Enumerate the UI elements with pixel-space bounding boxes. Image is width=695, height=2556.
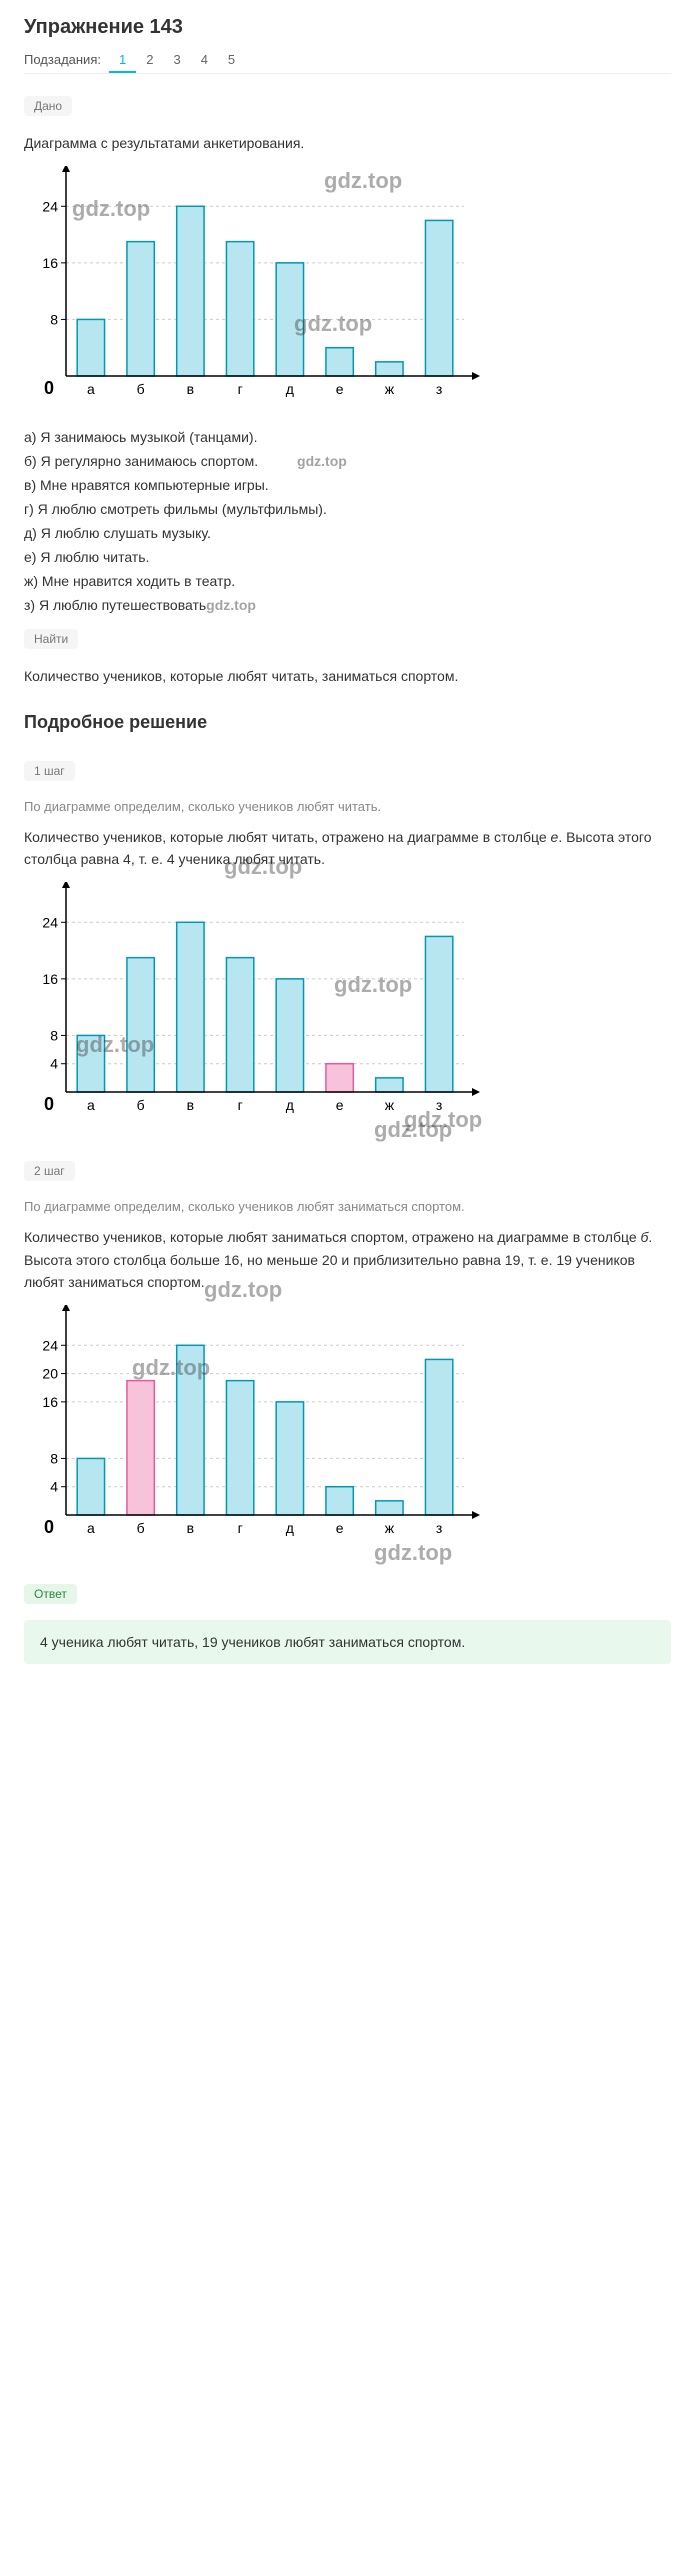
- svg-text:ж: ж: [385, 1520, 395, 1536]
- step1-v1: 4: [123, 851, 131, 867]
- chart1-wrap: 81624абвгдежз0 gdz.topgdz.topgdz.top: [24, 166, 671, 409]
- given-intro: Диаграмма с результатами анкетирования.: [24, 132, 671, 154]
- step1-p1: Количество учеников, которые любят читат…: [24, 829, 551, 845]
- option-5: е) Я люблю читать.: [24, 549, 671, 565]
- page-title: Упражнение 143: [24, 16, 671, 39]
- subtask-tab-2[interactable]: 2: [136, 48, 163, 73]
- svg-text:20: 20: [42, 1366, 58, 1382]
- svg-text:в: в: [187, 381, 194, 397]
- step1-text: Количество учеников, которые любят читат…: [24, 826, 671, 871]
- chart2: 4 8 16 24 а б в г д е ж з 0: [24, 882, 484, 1122]
- option-6: ж) Мне нравится ходить в театр.: [24, 573, 671, 589]
- svg-text:0: 0: [44, 378, 54, 398]
- step2-v1: 16: [224, 1252, 240, 1268]
- chart3-wrap: 48162024абвгдежз0 gdz.topgdz.topgdz.topg…: [24, 1305, 671, 1548]
- svg-text:0: 0: [44, 1094, 54, 1114]
- svg-text:е: е: [336, 381, 344, 397]
- svg-text:а: а: [87, 381, 95, 397]
- option-4: д) Я люблю слушать музыку.: [24, 525, 671, 541]
- svg-text:24: 24: [42, 915, 58, 931]
- step2-p3: , но меньше: [239, 1252, 322, 1268]
- svg-text:б: б: [137, 381, 145, 397]
- svg-text:4: 4: [50, 1479, 58, 1495]
- subtask-tab-1[interactable]: 1: [109, 48, 136, 73]
- watermark-inline: gdz.top: [206, 597, 256, 613]
- option-1: б) Я регулярно занимаюсь спортом. gdz.to…: [24, 453, 671, 469]
- step1-p4: ученика любят читать.: [175, 851, 325, 867]
- step2-hint: По диаграмме определим, сколько учеников…: [24, 1197, 671, 1218]
- svg-text:е: е: [336, 1520, 344, 1536]
- svg-text:ж: ж: [385, 381, 395, 397]
- svg-text:а: а: [87, 1097, 95, 1113]
- svg-text:4: 4: [50, 1056, 58, 1072]
- svg-text:з: з: [436, 381, 442, 397]
- subtask-tab-5[interactable]: 5: [218, 48, 245, 73]
- svg-text:д: д: [286, 1097, 294, 1113]
- chart3: 4 8 16 20 24 а б в г д е ж з 0: [24, 1305, 484, 1545]
- option-0: а) Я занимаюсь музыкой (танцами).: [24, 429, 671, 445]
- svg-text:24: 24: [42, 199, 58, 215]
- svg-text:а: а: [87, 1520, 95, 1536]
- svg-text:16: 16: [42, 971, 58, 987]
- svg-text:8: 8: [50, 312, 58, 328]
- option-7: з) Я люблю путешествоватьgdz.top: [24, 597, 671, 613]
- step2-v4: 19: [556, 1252, 572, 1268]
- svg-text:б: б: [137, 1097, 145, 1113]
- ans-v2: 19: [202, 1634, 218, 1650]
- given-badge: Дано: [24, 96, 72, 116]
- step2-badge: 2 шаг: [24, 1161, 75, 1181]
- step1-p3: , т. е.: [131, 851, 167, 867]
- svg-text:16: 16: [42, 1394, 58, 1410]
- step1-hint: По диаграмме определим, сколько учеников…: [24, 797, 671, 818]
- watermark-inline: gdz.top: [258, 453, 347, 469]
- answer-box: 4 ученика любят читать, 19 учеников любя…: [24, 1620, 671, 1664]
- svg-text:8: 8: [50, 1028, 58, 1044]
- svg-text:в: в: [187, 1097, 194, 1113]
- svg-text:е: е: [336, 1097, 344, 1113]
- step1-v2: 4: [167, 851, 175, 867]
- step2-text: Количество учеников, которые любят заним…: [24, 1226, 671, 1293]
- step2-p1: Количество учеников, которые любят заним…: [24, 1229, 641, 1245]
- subtask-tab-4[interactable]: 4: [191, 48, 218, 73]
- svg-text:б: б: [137, 1520, 145, 1536]
- svg-text:в: в: [187, 1520, 194, 1536]
- ans-p1: ученика любят читать,: [48, 1634, 202, 1650]
- svg-text:д: д: [286, 1520, 294, 1536]
- svg-text:г: г: [238, 1520, 243, 1536]
- subtask-tab-3[interactable]: 3: [163, 48, 190, 73]
- svg-text:8: 8: [50, 1451, 58, 1467]
- svg-text:24: 24: [42, 1338, 58, 1354]
- ans-v1: 4: [40, 1634, 48, 1650]
- svg-text:г: г: [238, 381, 243, 397]
- option-3: г) Я люблю смотреть фильмы (мультфильмы)…: [24, 501, 671, 517]
- svg-text:г: г: [238, 1097, 243, 1113]
- find-text: Количество учеников, которые любят читат…: [24, 665, 671, 687]
- step2-p5: , т. е.: [520, 1252, 556, 1268]
- svg-text:д: д: [286, 381, 294, 397]
- subtasks-nav: Подзадания: 12345: [24, 51, 671, 74]
- svg-text:з: з: [436, 1520, 442, 1536]
- options-list: а) Я занимаюсь музыкой (танцами). б) Я ре…: [24, 429, 671, 613]
- svg-text:16: 16: [42, 255, 58, 271]
- option-2: в) Мне нравятся компьютерные игры.: [24, 477, 671, 493]
- chart1: 8 16 24 а б в г д е ж з 0: [24, 166, 484, 406]
- svg-text:0: 0: [44, 1517, 54, 1537]
- step1-badge: 1 шаг: [24, 761, 75, 781]
- svg-text:ж: ж: [385, 1097, 395, 1113]
- find-badge: Найти: [24, 629, 78, 649]
- answer-badge: Ответ: [24, 1584, 77, 1604]
- subtasks-label: Подзадания:: [24, 52, 101, 67]
- tabs-container: 12345: [109, 51, 245, 67]
- svg-text:з: з: [436, 1097, 442, 1113]
- chart2-wrap: 481624абвгдежз0 gdz.topgdz.topgdz.topgdz…: [24, 882, 671, 1125]
- step2-p4: и приблизительно равна: [338, 1252, 505, 1268]
- solution-heading: Подробное решение: [24, 712, 671, 733]
- step2-v2: 20: [322, 1252, 338, 1268]
- step2-v3: 19: [505, 1252, 521, 1268]
- ans-p2: учеников любят заниматься спортом.: [218, 1634, 466, 1650]
